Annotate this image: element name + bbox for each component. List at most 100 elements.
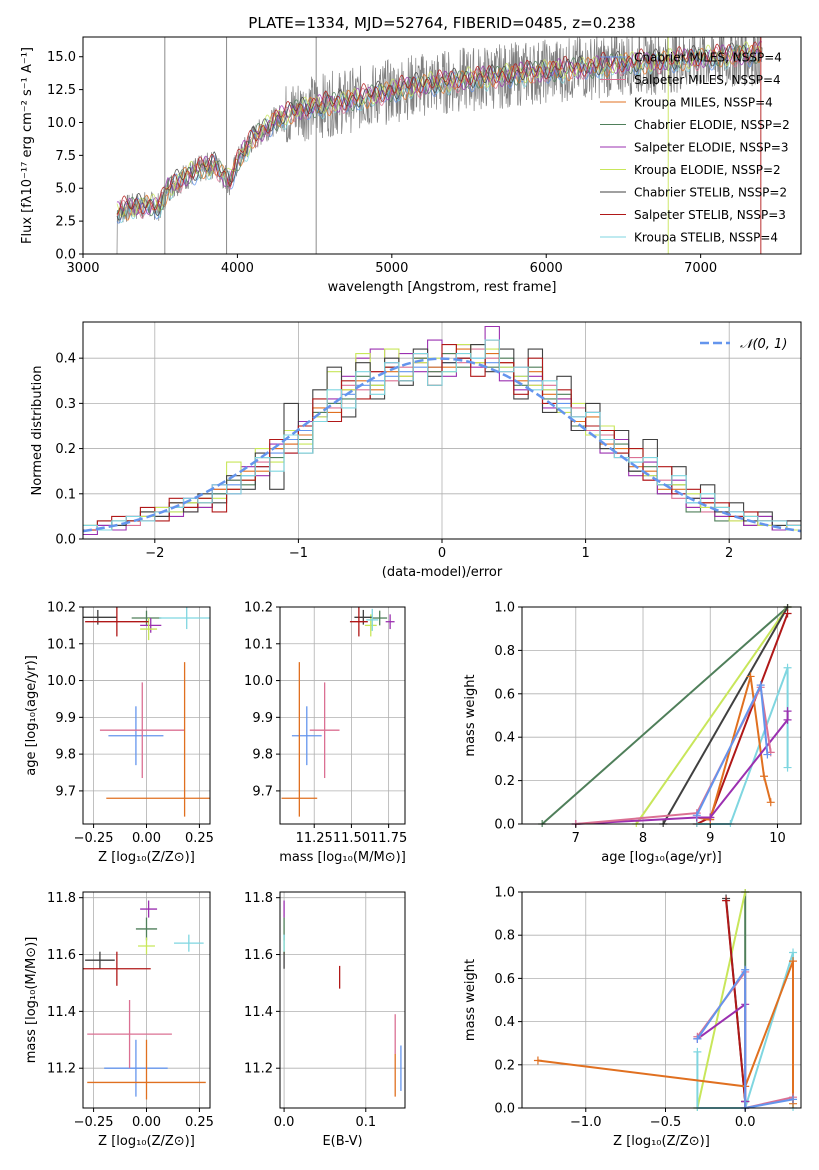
y-tick-label: 9.8 [252, 748, 273, 763]
weight-line-kroupa-elodie [696, 891, 747, 1109]
weight-vs-metallicity-panel: −1.0 −0.5 0.0 0.0 0.2 0.4 0.6 0.8 1.0 Z [log₁₀(Z/… [463, 886, 802, 1149]
weight-marker-kroupa-miles [533, 1056, 542, 1065]
age-vs-metallicity-panel: −0.25 0.00 0.25 9.7 9.8 9.9 10.0 10.1 10.2 Z [log… [24, 601, 214, 866]
y-tick-label: 2.5 [55, 215, 76, 230]
axes-frame [521, 606, 802, 825]
y-tick-label: 10.1 [244, 637, 273, 652]
weight-marker-chabrier-miles [789, 1095, 798, 1104]
y-tick-label: 0.6 [494, 972, 515, 987]
weight-marker-salpeter-stelib [722, 896, 731, 905]
y-tick-label: 9.9 [252, 711, 273, 726]
x-tick-label: 4000 [221, 261, 254, 276]
weight-line-salpeter-elodie [575, 711, 789, 825]
y-axis-label: mass [log₁₀(M/M⊙)] [24, 937, 39, 1064]
x-tick-label: 7000 [684, 261, 717, 276]
normal-curve [82, 357, 802, 533]
y-tick-label: 10.0 [47, 674, 76, 689]
model-spectrum-kroupa-elodie [116, 41, 763, 217]
y-tick-label: 11.8 [244, 891, 273, 906]
x-axis-label: Z [log₁₀(Z/Z⊙)] [98, 850, 195, 865]
x-tick-label: 8 [639, 831, 647, 846]
x-axis-label: (data-model)/error [382, 565, 503, 580]
weight-marker-kroupa-stelib [693, 1047, 702, 1056]
model-spectrum-chabrier-stelib [116, 42, 763, 221]
x-axis-label: Z [log₁₀(Z/Z⊙)] [98, 1134, 195, 1149]
y-tick-label: 0.0 [55, 533, 76, 548]
x-tick-label: −0.5 [650, 1115, 682, 1130]
x-tick-label: 10 [769, 831, 786, 846]
x-tick-label: 0.25 [185, 1115, 214, 1130]
weight-vs-age-panel: 7 8 9 10 0.0 0.2 0.4 0.6 0.8 1.0 age [log₁₀(age/yr… [463, 601, 802, 865]
model-spectrum-salpeter-miles [116, 43, 763, 219]
y-tick-label: 9.9 [55, 711, 76, 726]
x-tick-label: 0.00 [132, 831, 161, 846]
weight-line-chabrier-elodie [541, 606, 789, 825]
x-axis-label: age [log₁₀(age/yr)] [601, 850, 722, 865]
mass-vs-ebv-panel: 0.0 0.1 11.2 11.4 11.6 11.8 E(B-V) [244, 891, 406, 1149]
y-tick-label: 11.8 [47, 891, 76, 906]
x-axis-label: wavelength [Angstrom, rest frame] [328, 280, 557, 295]
y-tick-label: 1.0 [494, 886, 515, 901]
weight-marker-salpeter-stelib [783, 609, 792, 618]
x-tick-label: 0.25 [185, 831, 214, 846]
y-tick-label: 0.3 [55, 397, 76, 412]
legend-label-2: Kroupa MILES, NSSP=4 [634, 96, 773, 110]
weight-marker-kroupa-miles [766, 798, 775, 807]
y-tick-label: 9.7 [252, 784, 273, 799]
y-axis-label: age [log₁₀(age/yr)] [24, 655, 39, 776]
weight-marker-salpeter-elodie [783, 707, 792, 716]
weight-marker-salpeter-elodie [706, 813, 715, 822]
x-tick-label: 1 [581, 546, 589, 561]
y-tick-label: 11.2 [244, 1062, 273, 1077]
y-tick-label: 11.6 [244, 948, 273, 963]
legend-label-8: Kroupa STELIB, NSSP=4 [634, 231, 778, 245]
y-tick-label: 9.8 [55, 748, 76, 763]
weight-line-chabrier-miles [696, 966, 794, 1110]
y-tick-label: 1.0 [494, 601, 515, 616]
y-tick-label: 0.1 [55, 487, 76, 502]
x-tick-label: 2 [725, 546, 733, 561]
axes-frame [521, 891, 802, 1109]
weight-marker-chabrier-miles [763, 750, 772, 759]
y-tick-label: 0.4 [494, 1015, 515, 1030]
y-tick-label: 10.0 [244, 674, 273, 689]
y-tick-label: 0.0 [494, 1102, 515, 1117]
y-tick-label: 10.1 [47, 637, 76, 652]
axes-frame [279, 606, 406, 825]
x-tick-label: 7 [572, 831, 580, 846]
x-axis-label: E(B-V) [322, 1134, 362, 1149]
x-tick-label: 3000 [66, 261, 99, 276]
y-tick-label: 0.6 [494, 687, 515, 702]
legend-label-3: Chabrier ELODIE, NSSP=2 [634, 118, 790, 132]
legend: 𝒩(0, 1) [700, 337, 787, 352]
histogram-kroupa-stelib [83, 339, 801, 531]
y-tick-label: 7.5 [55, 149, 76, 164]
legend-label: 𝒩(0, 1) [740, 337, 787, 352]
y-axis-label: Normed distribution [30, 366, 45, 496]
y-tick-label: 0.4 [55, 352, 76, 367]
x-tick-label: −1 [289, 546, 308, 561]
mass-vs-metallicity-panel: −0.25 0.00 0.25 11.2 11.4 11.6 11.8 Z [log₁₀(Z/… [24, 891, 214, 1149]
axes-frame [82, 36, 802, 255]
x-tick-label: 0.1 [355, 1115, 376, 1130]
x-tick-label: 6000 [530, 261, 563, 276]
y-tick-label: 0.0 [55, 248, 76, 263]
x-tick-label: 0.00 [132, 1115, 161, 1130]
y-tick-label: 11.2 [47, 1062, 76, 1077]
y-tick-label: 0.8 [494, 929, 515, 944]
x-tick-label: −2 [145, 546, 164, 561]
x-axis-label: mass [log₁₀(M/M⊙)] [279, 850, 406, 865]
legend-label-6: Chabrier STELIB, NSSP=2 [634, 186, 787, 200]
model-spectrum-salpeter-stelib [116, 41, 763, 215]
weight-line-kroupa-elodie [635, 606, 789, 825]
legend-label-5: Kroupa ELODIE, NSSP=2 [634, 163, 781, 177]
weight-marker-kroupa-stelib [783, 763, 792, 772]
age-vs-mass-panel: 11.25 11.50 11.75 9.7 9.8 9.9 10.0 10.1 10.2 mass… [244, 601, 407, 866]
weight-marker-kroupa-miles [760, 772, 769, 781]
y-tick-label: 0.2 [494, 774, 515, 789]
y-tick-label: 11.6 [47, 948, 76, 963]
legend-label-1: Salpeter MILES, NSSP=4 [634, 73, 781, 87]
weight-line-chabrier-stelib [662, 606, 789, 825]
y-tick-label: 0.4 [494, 731, 515, 746]
weight-marker-kroupa-miles [789, 957, 798, 966]
